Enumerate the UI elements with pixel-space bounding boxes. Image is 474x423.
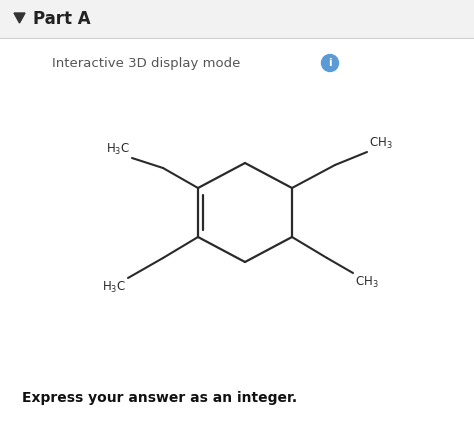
Text: CH$_3$: CH$_3$: [369, 136, 392, 151]
Text: Express your answer as an integer.: Express your answer as an integer.: [22, 391, 297, 405]
Text: CH$_3$: CH$_3$: [355, 275, 379, 290]
Text: Interactive 3D display mode: Interactive 3D display mode: [52, 57, 240, 69]
Circle shape: [321, 55, 338, 71]
Text: H$_3$C: H$_3$C: [106, 142, 130, 157]
Text: Part A: Part A: [33, 10, 91, 28]
Polygon shape: [14, 13, 25, 23]
Text: i: i: [328, 58, 332, 68]
Text: H$_3$C: H$_3$C: [102, 280, 126, 295]
Bar: [0, 0, 474, 38]
